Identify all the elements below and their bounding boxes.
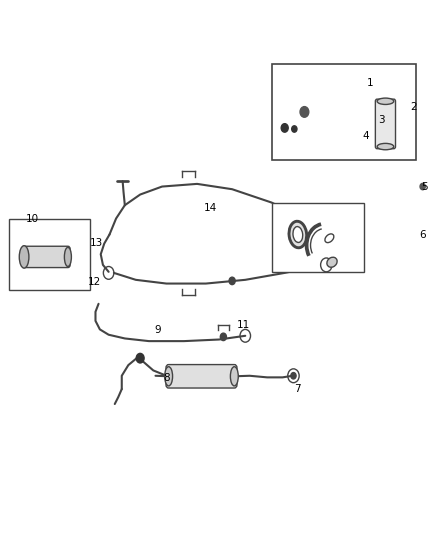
Ellipse shape	[377, 143, 394, 150]
Circle shape	[281, 124, 288, 132]
FancyBboxPatch shape	[375, 99, 396, 149]
Ellipse shape	[327, 257, 337, 267]
FancyBboxPatch shape	[166, 365, 237, 388]
Circle shape	[229, 277, 235, 285]
Ellipse shape	[325, 234, 334, 243]
Text: 13: 13	[90, 238, 103, 247]
Text: 2: 2	[410, 102, 417, 111]
Text: 4: 4	[362, 131, 369, 141]
Ellipse shape	[293, 227, 303, 243]
Circle shape	[300, 107, 309, 117]
Circle shape	[420, 183, 425, 190]
Text: 8: 8	[163, 374, 170, 383]
Text: 6: 6	[419, 230, 426, 239]
Circle shape	[292, 126, 297, 132]
FancyBboxPatch shape	[22, 246, 70, 268]
Ellipse shape	[19, 246, 29, 268]
Text: 9: 9	[154, 326, 161, 335]
Text: 11: 11	[237, 320, 250, 330]
Text: 14: 14	[204, 203, 217, 213]
Text: 10: 10	[26, 214, 39, 223]
Text: 1: 1	[367, 78, 374, 87]
Text: 5: 5	[421, 182, 428, 191]
Ellipse shape	[230, 367, 238, 386]
Ellipse shape	[165, 367, 173, 386]
Text: 7: 7	[294, 384, 301, 394]
Text: 12: 12	[88, 278, 101, 287]
Bar	[272, 64, 416, 160]
Circle shape	[220, 333, 226, 341]
Ellipse shape	[377, 98, 394, 104]
Text: 3: 3	[378, 115, 385, 125]
Circle shape	[136, 353, 144, 363]
Bar	[9, 219, 90, 290]
Bar	[272, 203, 364, 272]
Ellipse shape	[64, 247, 71, 266]
Circle shape	[291, 373, 296, 379]
Ellipse shape	[289, 221, 307, 248]
